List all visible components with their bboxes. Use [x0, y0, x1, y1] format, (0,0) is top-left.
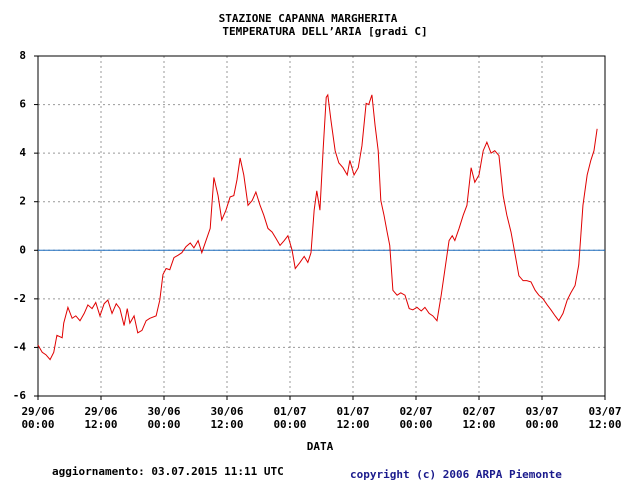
copyright: copyright (c) 2006 ARPA Piemonte [350, 468, 562, 480]
chart-subtitle: TEMPERATURA DELL’ARIA [gradi C] [222, 25, 427, 38]
y-tick-label: 2 [19, 195, 26, 208]
x-tick-label: 01/07 12:00 [336, 405, 370, 431]
x-tick-label: 02/07 12:00 [462, 405, 496, 431]
y-tick-label: -2 [13, 292, 26, 305]
update-note: aggiornamento: 03.07.2015 11:11 UTC [52, 465, 284, 478]
x-axis-label: DATA [307, 440, 334, 453]
y-tick-label: 0 [19, 243, 26, 256]
x-tick-label: 29/06 12:00 [84, 405, 118, 431]
y-tick-label: -6 [13, 389, 27, 402]
x-tick-label: 02/07 00:00 [399, 405, 433, 431]
x-tick-label: 29/06 00:00 [21, 405, 55, 431]
x-tick-label: 03/07 00:00 [525, 405, 559, 431]
chart-title: STAZIONE CAPANNA MARGHERITA [219, 12, 398, 25]
x-tick-label: 01/07 00:00 [273, 405, 307, 431]
y-tick-label: 6 [19, 98, 26, 111]
y-tick-label: 4 [19, 146, 26, 159]
x-tick-label: 30/06 00:00 [147, 405, 181, 431]
y-tick-label: 8 [19, 49, 26, 62]
x-tick-label: 03/07 12:00 [588, 405, 622, 431]
x-tick-label: 30/06 12:00 [210, 405, 244, 431]
plot-frame [37, 55, 606, 397]
y-tick-label: -4 [13, 340, 27, 353]
temperature-line [37, 93, 598, 361]
